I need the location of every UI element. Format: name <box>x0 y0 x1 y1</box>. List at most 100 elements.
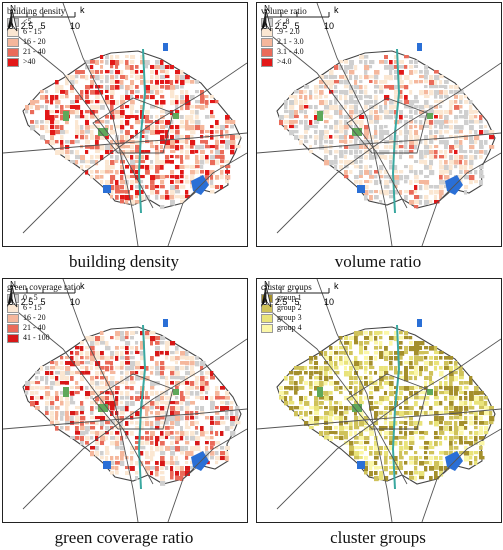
legend-item: group 4 <box>261 323 312 333</box>
land-parcels <box>25 55 241 210</box>
map-caption: volume ratio <box>334 252 422 271</box>
map-canvas <box>257 279 501 522</box>
legend-label: .9 - 2.0 <box>277 27 300 36</box>
scale-tick-label: 2.5 <box>21 21 34 31</box>
map-caption: green coverage ratio <box>54 528 194 547</box>
scale-tick-label: 5 <box>294 297 299 307</box>
legend-swatch <box>7 57 19 67</box>
park <box>427 389 433 395</box>
legend-swatch <box>261 37 273 47</box>
scale-tick-label: 5 <box>40 21 45 31</box>
scale-tick-label: 0 <box>262 21 267 31</box>
roads <box>257 279 501 522</box>
legend-item: 6 - 15 <box>7 27 65 37</box>
park <box>352 128 362 136</box>
legend-label: group 4 <box>277 323 302 332</box>
legend-item: 21 - 40 <box>7 47 65 57</box>
river <box>391 48 401 214</box>
map-canvas <box>257 3 501 246</box>
scale-tick-label: 0 <box>262 297 267 307</box>
legend-swatch <box>7 47 19 57</box>
lake <box>417 319 422 327</box>
map-canvas <box>3 279 247 522</box>
north-label: N <box>10 280 16 289</box>
legend-label: 3.1 - 4.0 <box>277 47 304 56</box>
roads <box>257 3 501 246</box>
legend-label: 21 - 40 <box>23 47 46 56</box>
legend-item: group 3 <box>261 313 312 323</box>
scale-bar: 0 2.5 5 10km <box>8 5 85 31</box>
legend-label: 16 - 20 <box>23 37 46 46</box>
scale-unit: km <box>80 5 85 15</box>
park <box>98 128 108 136</box>
map-caption: cluster groups <box>330 528 426 547</box>
north-label: N <box>264 280 270 289</box>
lake <box>417 43 422 51</box>
legend-swatch <box>7 27 19 37</box>
lake <box>357 185 365 193</box>
scale-tick-label: 2.5 <box>21 297 34 307</box>
scale-tick-label: 10 <box>70 21 80 31</box>
legend-swatch <box>261 313 273 323</box>
map-frame: cluster groups group 1 group 2 group 3 grou… <box>256 278 502 523</box>
roads <box>3 279 247 522</box>
park <box>317 387 323 397</box>
legend-item: 3.1 - 4.0 <box>261 47 307 57</box>
park <box>173 113 179 119</box>
legend-item: 16 - 20 <box>7 37 65 47</box>
river <box>391 324 401 490</box>
scale-tick-label: 2.5 <box>275 21 288 31</box>
legend: volume ratio < .8.9 - 2.0 2.1 - 3.0 3.1 - … <box>261 6 307 67</box>
scale-unit: km <box>80 281 85 291</box>
legend-label: 21 - 40 <box>23 323 46 332</box>
park <box>98 404 108 412</box>
legend-label: group 3 <box>277 313 302 322</box>
legend-swatch <box>261 47 273 57</box>
scale-tick-label: 5 <box>294 21 299 31</box>
scale-tick-label: 10 <box>324 297 334 307</box>
legend-swatch <box>7 323 19 333</box>
legend-swatch <box>7 303 19 313</box>
legend-item: >4.0 <box>261 57 307 67</box>
legend-label: <5 <box>23 17 32 26</box>
legend-item: .9 - 2.0 <box>261 27 307 37</box>
legend-label: 16 - 20 <box>23 313 46 322</box>
legend-item: 6 - 15 <box>7 303 80 313</box>
scale-tick-label: 2.5 <box>275 297 288 307</box>
legend-swatch <box>7 37 19 47</box>
lake <box>103 461 111 469</box>
lake <box>163 319 168 327</box>
park <box>173 389 179 395</box>
legend-label: 6 - 15 <box>23 303 42 312</box>
river <box>137 48 147 214</box>
legend-label: group 2 <box>277 303 302 312</box>
legend-item: >40 <box>7 57 65 67</box>
legend-label: 2.1 - 3.0 <box>277 37 304 46</box>
legend-swatch <box>261 57 273 67</box>
scale-tick-label: 5 <box>40 297 45 307</box>
panel-volume-ratio: volume ratio < .8.9 - 2.0 2.1 - 3.0 3.1 - … <box>254 0 503 275</box>
lake <box>103 185 111 193</box>
map-caption: building density <box>68 252 180 271</box>
land-parcels <box>25 331 241 486</box>
legend-swatch <box>261 303 273 313</box>
legend-swatch <box>7 333 19 343</box>
legend-swatch <box>261 323 273 333</box>
scale-bar: 0 2.5 5 10km <box>262 5 339 31</box>
scale-bar: 0 2.5 5 10km <box>262 281 339 307</box>
scale-tick-label: 0 <box>8 21 13 31</box>
legend-title: cluster groups <box>261 282 312 292</box>
scale-unit: km <box>334 281 339 291</box>
scale-tick-label: 0 <box>8 297 13 307</box>
lake <box>357 461 365 469</box>
legend-label: >40 <box>23 57 36 66</box>
scale-tick-label: 10 <box>324 21 334 31</box>
legend-item: 41 - 100 <box>7 333 80 343</box>
land-parcels <box>279 55 495 209</box>
scale-unit: km <box>334 5 339 15</box>
map-frame: volume ratio < .8.9 - 2.0 2.1 - 3.0 3.1 - … <box>256 2 502 247</box>
legend-label: 0 - 5 <box>23 293 38 302</box>
